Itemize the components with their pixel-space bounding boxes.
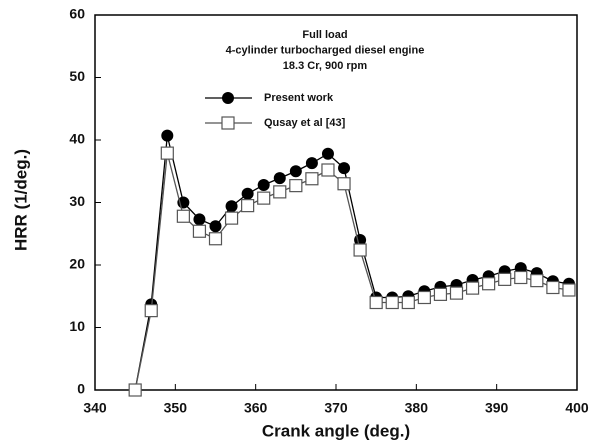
series-line	[134, 152, 570, 391]
data-point	[305, 157, 318, 170]
data-point	[482, 277, 496, 291]
data-point	[160, 146, 174, 160]
data-point	[465, 281, 480, 295]
data-point	[514, 270, 528, 285]
data-point	[257, 179, 270, 191]
annotation: Full load	[302, 29, 347, 41]
data-point	[449, 286, 464, 300]
data-point	[433, 287, 448, 301]
legend-marker	[222, 92, 234, 104]
data-point	[530, 274, 544, 288]
data-point	[369, 295, 383, 310]
data-point	[338, 162, 351, 175]
y-axis-label: HRR (1/deg.)	[11, 149, 30, 251]
x-tick-label: 370	[324, 400, 348, 416]
data-point	[193, 213, 206, 226]
y-tick-label: 30	[69, 193, 85, 209]
y-tick-label: 10	[69, 318, 85, 334]
data-point	[498, 272, 512, 286]
x-tick-label: 360	[244, 400, 268, 416]
data-point	[257, 191, 271, 205]
data-point	[562, 283, 576, 297]
legend-marker	[221, 116, 235, 130]
legend-label: Present work	[264, 92, 334, 104]
annotation: 18.3 Cr, 900 rpm	[283, 60, 368, 72]
data-point	[353, 243, 367, 257]
data-point	[273, 185, 287, 199]
data-point	[401, 295, 415, 310]
x-tick-label: 340	[83, 400, 107, 416]
data-point	[208, 232, 223, 246]
y-tick-label: 40	[69, 131, 85, 147]
data-point	[209, 220, 222, 233]
data-point	[224, 211, 239, 225]
data-point	[305, 172, 319, 186]
legend-label: Qusay et al [43]	[264, 117, 346, 129]
data-point	[321, 163, 335, 177]
x-axis-label: Crank angle (deg.)	[262, 421, 410, 440]
x-tick-label: 400	[565, 400, 589, 416]
data-point	[289, 179, 303, 193]
data-point	[144, 304, 158, 318]
annotation: 4-cylinder turbocharged diesel engine	[226, 44, 425, 56]
x-tick-label: 380	[405, 400, 429, 416]
data-point	[337, 177, 351, 191]
data-point	[385, 295, 399, 310]
data-point	[225, 200, 238, 213]
data-point	[161, 129, 174, 142]
data-point	[417, 290, 431, 305]
x-tick-label: 350	[164, 400, 188, 416]
y-tick-label: 0	[77, 381, 85, 397]
data-point	[128, 383, 142, 397]
data-point	[321, 147, 334, 160]
data-point	[176, 209, 190, 223]
series-line	[134, 135, 570, 391]
data-point	[192, 224, 207, 238]
y-tick-label: 50	[69, 68, 85, 84]
data-point	[241, 199, 255, 213]
data-point	[289, 165, 302, 178]
y-tick-label: 60	[69, 6, 85, 22]
x-tick-label: 390	[485, 400, 509, 416]
data-point	[241, 187, 254, 200]
data-point	[546, 280, 560, 295]
data-point	[273, 172, 286, 185]
y-tick-label: 20	[69, 256, 85, 272]
